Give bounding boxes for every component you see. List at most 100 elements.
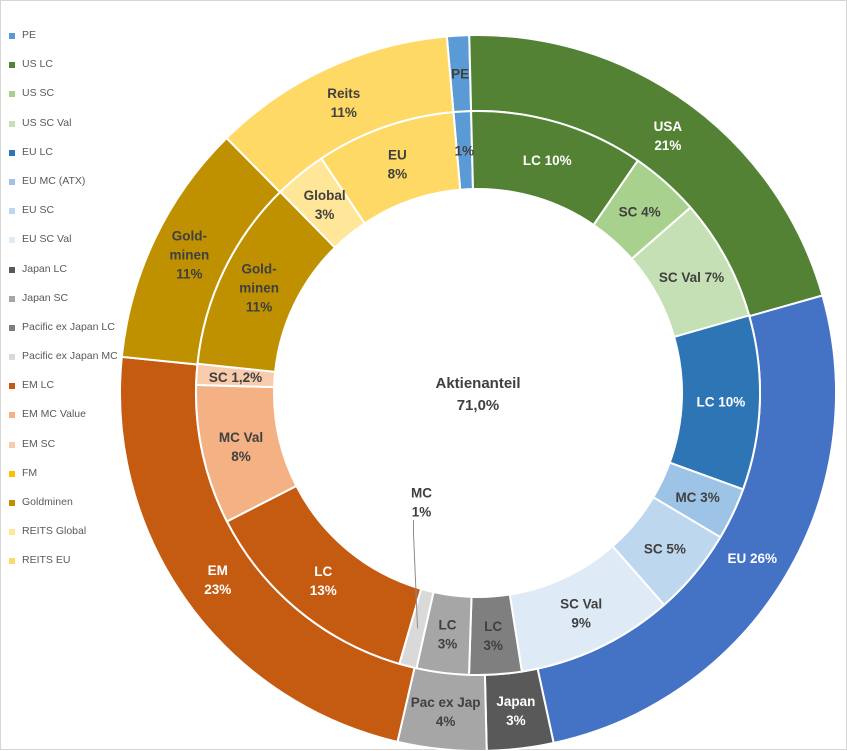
legend-swatch — [9, 441, 15, 448]
outer_ring-label: Gold-minen 11% — [170, 229, 210, 282]
legend-item: EU SC Val — [9, 233, 119, 262]
legend-item: US SC Val — [9, 117, 119, 146]
legend-swatch — [9, 354, 15, 361]
inner_ring-label-line: LC — [484, 619, 502, 634]
inner_ring-label-line: 9% — [571, 616, 591, 631]
legend-label: EU SC — [22, 204, 55, 217]
legend-item: Japan SC — [9, 292, 119, 321]
legend-swatch — [9, 470, 15, 477]
legend-swatch — [9, 149, 15, 156]
inner_ring-slice — [319, 110, 462, 225]
inner_ring-label-line: 3% — [438, 637, 458, 652]
legend-label: REITS Global — [22, 525, 87, 538]
outer_ring-label-line: Japan — [496, 694, 535, 709]
inner_ring-label: LC 10% — [696, 395, 745, 410]
legend-item: REITS EU — [9, 554, 119, 583]
legend-label: Pacific ex Japan LC — [22, 320, 115, 333]
legend-swatch — [9, 91, 15, 98]
legend-label: EM MC Value — [22, 408, 86, 421]
outer_ring-label-line: 23% — [204, 582, 231, 597]
inner_ring-label-line: SC 4% — [619, 205, 661, 220]
inner_ring-label-line: SC 1,2% — [209, 370, 262, 385]
legend-swatch — [9, 324, 15, 331]
legend-item: EU LC — [9, 146, 119, 175]
legend-item: EU SC — [9, 204, 119, 233]
legend-item: EM SC — [9, 438, 119, 467]
inner_ring-label-line: 8% — [231, 449, 251, 464]
legend-label: REITS EU — [22, 554, 71, 567]
legend-swatch — [9, 237, 15, 244]
legend-item: US LC — [9, 58, 119, 87]
inner_ring-label: LC 3% — [483, 619, 503, 653]
legend-item: EM MC Value — [9, 408, 119, 437]
legend-item: Pacific ex Japan LC — [9, 321, 119, 350]
legend-item: EU MC (ATX) — [9, 175, 119, 204]
inner_ring-label: SC 4% — [619, 205, 661, 220]
inner_ring-label-line: LC 10% — [523, 153, 572, 168]
inner_ring-label-line: minen — [239, 281, 279, 296]
inner_ring-label-line: Global — [304, 188, 346, 203]
legend-label: US SC — [22, 87, 55, 100]
callout-line — [413, 520, 419, 629]
outer_ring-label-line: PE — [451, 66, 469, 81]
legend-item: EM LC — [9, 379, 119, 408]
outer_ring-label: EU 26% — [728, 551, 778, 566]
legend-item: Pacific ex Japan MC — [9, 350, 119, 379]
legend-label: EU LC — [22, 145, 53, 158]
legend-label: EU MC (ATX) — [22, 174, 86, 187]
legend-label: FM — [22, 466, 38, 479]
legend-label: EM LC — [22, 379, 55, 392]
inner_ring-label-line: 1% — [412, 505, 432, 520]
slice-labels: PE USA 21% EU 26% Japan 3% Pac ex Jap 4% EM 23% Go… — [170, 66, 778, 728]
outer_ring-label: Japan 3% — [496, 694, 535, 728]
inner_ring-label-line: 13% — [310, 583, 337, 598]
inner_ring-label-line: 3% — [483, 638, 503, 653]
inner_ring-label-line: LC 10% — [696, 395, 745, 410]
inner_ring-label: LC 13% — [310, 564, 337, 598]
outer_ring-label-line: 3% — [506, 713, 526, 728]
inner_ring-label-line: 8% — [388, 166, 408, 181]
inner_ring-label-line: SC Val — [560, 597, 602, 612]
inner_ring-label-line: SC Val 7% — [659, 270, 724, 285]
inner_ring-label: MC 3% — [675, 490, 719, 505]
inner_ring-label: SC Val 7% — [659, 270, 724, 285]
outer_ring-label-line: USA — [654, 119, 683, 134]
legend-label: Pacific ex Japan MC — [22, 350, 118, 363]
legend-label: Japan SC — [22, 291, 69, 304]
inner_ring-label: LC 3% — [438, 618, 458, 652]
outer_ring-label: PE — [451, 66, 469, 81]
outer_ring-label-line: 21% — [654, 138, 681, 153]
center-title: Aktienanteil — [435, 375, 520, 392]
legend-label: Japan LC — [22, 262, 67, 275]
outer_ring-label-line: 4% — [436, 714, 456, 729]
legend-label: Goldminen — [22, 496, 73, 508]
outer_ring-label-line: EU 26% — [728, 551, 778, 566]
outer_ring-label-line: EM — [208, 563, 228, 578]
outer_ring-label-line: 11% — [176, 267, 202, 282]
legend-label: US LC — [22, 58, 53, 71]
outer_ring-label: Pac ex Jap 4% — [411, 695, 481, 729]
inner_ring-label-line: SC 5% — [644, 541, 686, 556]
legend-label: EU SC Val — [22, 233, 72, 246]
inner_ring-label-line: LC — [314, 564, 332, 579]
outer_ring-label-line: minen — [170, 248, 210, 263]
inner_ring-label-line: EU — [388, 147, 407, 162]
inner_ring-label: MC Val 8% — [219, 430, 263, 464]
legend-label: PE — [22, 29, 37, 41]
inner_ring-label: 1% — [455, 143, 475, 158]
inner_ring-label-line: MC 3% — [675, 490, 719, 505]
outer_ring-label-line: Reits — [327, 86, 360, 101]
legend-swatch — [9, 383, 15, 390]
legend-item: Japan LC — [9, 263, 119, 292]
inner_ring-label: Global 3% — [304, 188, 346, 222]
legend-swatch — [9, 33, 15, 39]
inner_ring-label: SC 5% — [644, 541, 686, 556]
legend-swatch — [9, 178, 15, 185]
inner_ring-label: SC Val 9% — [560, 597, 602, 631]
inner_ring-label: Gold-minen 11% — [239, 262, 279, 315]
legend-label: US SC Val — [22, 116, 72, 129]
inner-ring — [195, 110, 761, 676]
inner_ring-label: LC 10% — [523, 153, 572, 168]
